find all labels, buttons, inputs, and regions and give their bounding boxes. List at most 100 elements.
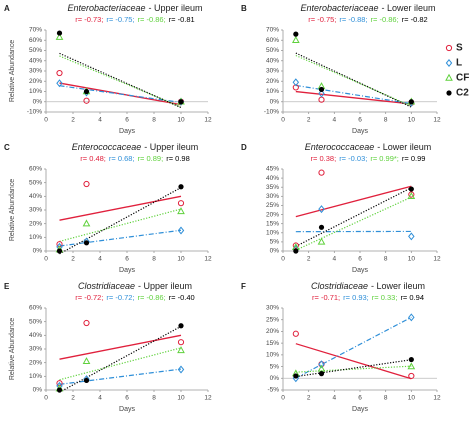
x-tick-label: 2 [307, 256, 311, 263]
panel-title: Clostridiaceae- Lower ileum [311, 281, 425, 291]
region: - Upper ileum [144, 142, 198, 152]
x-tick-label: 6 [358, 395, 362, 402]
legend-marker [446, 75, 452, 80]
y-tick-label: 20% [266, 78, 279, 85]
trend-line [60, 196, 182, 220]
region: - Lower ileum [377, 142, 431, 152]
y-tick-label: 25% [266, 316, 279, 323]
x-tick-label: 10 [408, 256, 416, 263]
y-tick-label: 40% [266, 57, 279, 64]
panel-title: Enterococcaceae- Upper ileum [72, 142, 199, 152]
correlation: r= -0.86; [138, 15, 166, 24]
trend-line [296, 85, 412, 103]
y-tick-label: 40% [29, 332, 42, 339]
legend-marker [446, 60, 451, 66]
taxon: Enterobacteriaceae [300, 3, 378, 13]
trend-line [296, 186, 412, 216]
y-tick-label: 40% [29, 193, 42, 200]
x-tick-label: 12 [204, 256, 212, 263]
x-tick-label: 6 [358, 117, 362, 124]
point [293, 248, 298, 253]
x-tick-label: 8 [384, 395, 388, 402]
point [57, 30, 62, 35]
point [409, 186, 414, 191]
point [178, 340, 183, 345]
taxon: Clostridiaceae [78, 281, 135, 291]
y-tick-label: 10% [266, 352, 279, 359]
y-tick-label: 35% [266, 184, 279, 191]
x-tick-label: 12 [433, 256, 441, 263]
x-tick-label: 2 [71, 395, 75, 402]
panel-letter: F [241, 282, 246, 291]
trend-line [296, 188, 412, 247]
y-tick-label: 5% [270, 363, 280, 370]
panel-letter: B [241, 4, 247, 13]
x-axis-label: Days [119, 267, 135, 274]
taxon: Clostridiaceae [311, 281, 368, 291]
y-tick-label: 60% [29, 166, 42, 173]
point [84, 358, 90, 363]
trend-line [60, 209, 182, 241]
panel-letter: A [4, 4, 10, 13]
correlation: r= -0.03; [339, 154, 367, 163]
x-tick-label: 4 [333, 256, 337, 263]
legend-marker [446, 45, 451, 50]
y-tick-label: -10% [27, 109, 42, 116]
point [293, 331, 298, 336]
correlation: r= 0.99 [402, 154, 426, 163]
point [409, 357, 414, 362]
panel-letter: D [241, 143, 247, 152]
point [178, 99, 183, 104]
x-tick-label: 4 [98, 256, 102, 263]
panel: F Clostridiaceae- Lower ileum r= -0.71;r= … [241, 281, 441, 412]
y-tick-label: 30% [29, 346, 42, 353]
y-tick-label: 30% [29, 68, 42, 75]
x-axis-label: Days [352, 267, 368, 274]
point [178, 184, 183, 189]
y-tick-label: 50% [29, 179, 42, 186]
trend-line [296, 366, 412, 372]
x-axis-label: Days [119, 128, 135, 135]
x-tick-label: 0 [44, 256, 48, 263]
y-tick-label: 60% [29, 305, 42, 312]
correlation: r= 0.38; [311, 154, 337, 163]
correlation: r= 0.98 [166, 154, 190, 163]
point [319, 87, 324, 92]
point [57, 387, 62, 392]
y-tick-label: 30% [29, 207, 42, 214]
x-tick-label: 4 [98, 395, 102, 402]
y-tick-label: 20% [29, 359, 42, 366]
correlation: r= 0.93; [343, 293, 369, 302]
x-tick-label: 10 [177, 117, 185, 124]
correlation: r= -0.81 [169, 15, 195, 24]
correlation: r= 0.48; [80, 154, 106, 163]
panel-title: Enterococcaceae- Lower ileum [305, 142, 432, 152]
x-tick-label: 8 [152, 117, 156, 124]
correlation: r= -0.71; [312, 293, 340, 302]
y-tick-label: 5% [270, 239, 280, 246]
point [319, 225, 324, 230]
correlations: r= 0.48;r= 0.68;r= 0.89;r= 0.98 [80, 154, 190, 163]
correlation: r= 0.68; [109, 154, 135, 163]
panel-letter: C [4, 143, 10, 152]
y-tick-label: 25% [266, 202, 279, 209]
x-tick-label: 6 [125, 117, 129, 124]
point [84, 89, 89, 94]
correlation: r= -0.73; [75, 15, 103, 24]
point [408, 363, 414, 368]
point [409, 99, 414, 104]
y-tick-label: 0% [270, 375, 280, 382]
y-tick-label: 0% [270, 248, 280, 255]
y-tick-label: 20% [266, 211, 279, 218]
y-axis-label: Relative Abundance [9, 179, 16, 241]
x-tick-label: 12 [204, 395, 212, 402]
y-tick-label: 70% [266, 27, 279, 34]
y-tick-label: 30% [266, 193, 279, 200]
y-tick-label: 10% [29, 88, 42, 95]
region: - Upper ileum [138, 281, 192, 291]
x-tick-label: 10 [177, 395, 185, 402]
trend-line [60, 53, 182, 107]
x-tick-label: 8 [152, 256, 156, 263]
point [409, 373, 414, 378]
